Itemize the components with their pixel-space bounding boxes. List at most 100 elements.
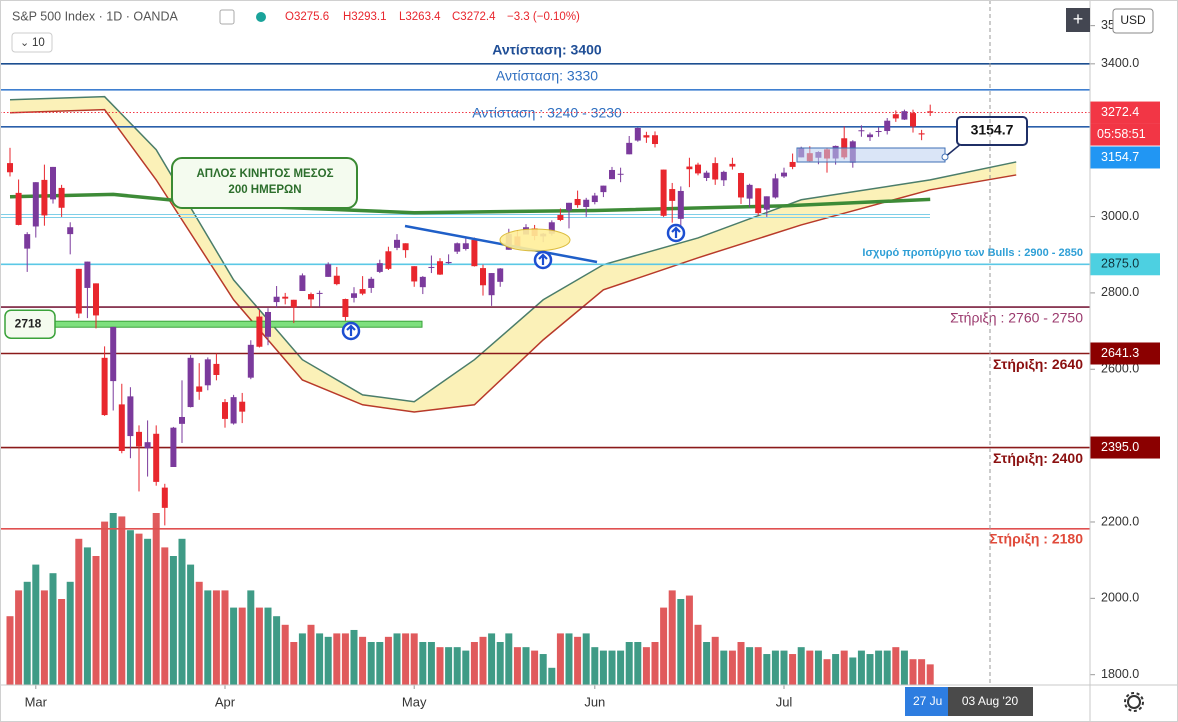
candle-body bbox=[118, 404, 125, 451]
volume-bar bbox=[608, 650, 616, 685]
volume-bar bbox=[522, 647, 530, 685]
volume-bar bbox=[470, 642, 478, 685]
volume-bar bbox=[187, 564, 195, 685]
price-axis: Mar Apr May Jun Jul 1800.0 2000.0 2200.0 2600.0 2… bbox=[25, 18, 1160, 709]
volume-bar bbox=[195, 581, 203, 685]
candle-body bbox=[927, 111, 934, 113]
ohlc-value: C3272.4 bbox=[452, 11, 496, 23]
volume-bar bbox=[144, 538, 152, 685]
candle-body bbox=[385, 251, 392, 269]
candle-body bbox=[600, 185, 607, 193]
volume-bar bbox=[857, 650, 865, 685]
candle-body bbox=[772, 178, 779, 198]
candle-body bbox=[402, 243, 409, 251]
volume-bar bbox=[359, 636, 367, 685]
candle-body bbox=[763, 196, 770, 210]
candle-body bbox=[755, 188, 762, 214]
volume-bar bbox=[651, 642, 659, 685]
candle-body bbox=[566, 202, 573, 211]
candle-body bbox=[127, 396, 134, 437]
ma-note-box bbox=[171, 157, 358, 209]
settings-button[interactable] bbox=[1124, 692, 1144, 712]
candle-body bbox=[609, 169, 616, 180]
candle-body bbox=[230, 397, 237, 424]
volume-bar bbox=[410, 633, 418, 685]
candle-body bbox=[247, 344, 254, 378]
volume-bar bbox=[513, 647, 521, 685]
candle-body bbox=[480, 268, 487, 286]
candle-body bbox=[875, 131, 882, 133]
volume-bar bbox=[462, 650, 470, 685]
candle-body bbox=[153, 433, 160, 482]
volume-bar bbox=[58, 599, 66, 685]
volume-bar bbox=[264, 607, 272, 685]
volume-bar bbox=[230, 607, 238, 685]
candle-body bbox=[591, 195, 598, 203]
price-tag bbox=[1090, 146, 1160, 169]
level-label: Αντίσταση: 3330 bbox=[496, 67, 598, 83]
candle-body bbox=[41, 179, 48, 216]
candle-body bbox=[161, 487, 168, 508]
candle-body bbox=[170, 427, 177, 467]
volume-bar bbox=[109, 513, 117, 685]
volume-bar bbox=[6, 616, 14, 685]
candle-body bbox=[93, 283, 100, 316]
volume-bar bbox=[900, 650, 908, 685]
candle-body bbox=[419, 276, 426, 288]
volume-bar bbox=[212, 590, 220, 685]
candle-body bbox=[75, 268, 82, 314]
volume-bar bbox=[479, 636, 487, 685]
volume-bar bbox=[333, 633, 341, 685]
hide-button[interactable] bbox=[219, 9, 235, 25]
candle-body bbox=[325, 264, 332, 277]
candle-body bbox=[892, 114, 899, 119]
candle-body bbox=[222, 402, 229, 419]
volume-bar bbox=[505, 633, 513, 685]
ohlc-value: H3293.1 bbox=[343, 11, 386, 23]
volume-bar bbox=[582, 633, 590, 685]
cursor-date-tag bbox=[905, 687, 948, 716]
y-tick-label: 2600.0 bbox=[1101, 362, 1139, 376]
volume-bar bbox=[763, 654, 771, 685]
volume-bar bbox=[883, 650, 891, 685]
volume-bar bbox=[746, 647, 754, 685]
add-button[interactable] bbox=[1066, 8, 1090, 32]
price-tag-label: 2395.0 bbox=[1101, 440, 1139, 454]
ohlc-legend: O3275.6 H3293.1 L3263.4 C3272.4 −3.3 (−0.10%… bbox=[285, 11, 580, 23]
price-tag-label: 2641.3 bbox=[1101, 346, 1139, 360]
level-label: Στήριξη: 2640 bbox=[993, 356, 1083, 372]
volume-bar bbox=[737, 642, 745, 685]
volume-chip[interactable] bbox=[11, 32, 53, 53]
volume-bar bbox=[617, 650, 625, 685]
candle-body bbox=[703, 172, 710, 178]
y-tick-label: 3400.0 bbox=[1101, 56, 1139, 70]
volume-bar bbox=[832, 654, 840, 685]
signal-arrow bbox=[341, 321, 361, 341]
volume-bar bbox=[83, 547, 91, 685]
volume-bar bbox=[909, 659, 917, 685]
candle-body bbox=[746, 184, 753, 199]
volume-bar bbox=[66, 581, 74, 685]
highlight-ellipse bbox=[499, 228, 571, 252]
y-tick-label: 2200.0 bbox=[1101, 514, 1139, 528]
volume-bar bbox=[49, 573, 57, 685]
volume-bar bbox=[496, 642, 504, 685]
candle-body bbox=[652, 135, 659, 145]
candle-body bbox=[884, 120, 891, 132]
x-tick-label: Jul bbox=[776, 694, 793, 709]
volume-bar bbox=[685, 595, 693, 685]
candle-body bbox=[110, 326, 117, 382]
volume-bar bbox=[350, 629, 358, 685]
volume-bar bbox=[92, 556, 100, 685]
y-tick-label: 1800.0 bbox=[1101, 667, 1139, 681]
candle-body bbox=[359, 289, 366, 294]
volume-bar bbox=[419, 642, 427, 685]
candle-body bbox=[239, 401, 246, 412]
currency-button[interactable] bbox=[1112, 8, 1154, 34]
candle-body bbox=[557, 215, 564, 220]
price-tag bbox=[1090, 101, 1160, 124]
volume-bar bbox=[23, 581, 31, 685]
volume-bar bbox=[126, 530, 134, 685]
y-tick-label: 2000.0 bbox=[1101, 591, 1139, 605]
green-level-label: 2718 bbox=[15, 316, 42, 330]
